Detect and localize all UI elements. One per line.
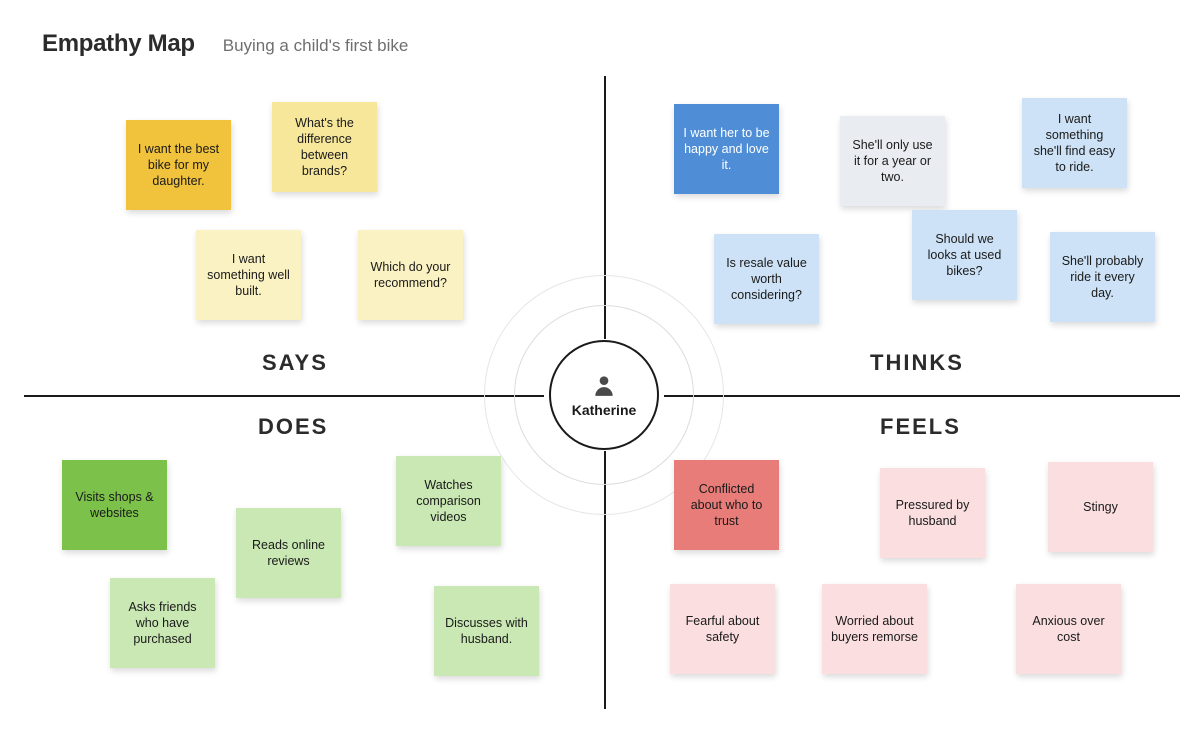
note-says-0: I want the best bike for my daughter.: [126, 120, 231, 210]
note-says-1: What's the difference between brands?: [272, 102, 377, 192]
persona-center: Katherine: [549, 340, 659, 450]
axis-vertical-bottom: [604, 451, 606, 709]
note-feels-1: Pressured by husband: [880, 468, 985, 558]
note-thinks-0: I want her to be happy and love it.: [674, 104, 779, 194]
persona-name: Katherine: [572, 402, 637, 418]
note-feels-2: Stingy: [1048, 462, 1153, 552]
note-does-2: Watches comparison videos: [396, 456, 501, 546]
quadrant-label-feels: FEELS: [880, 414, 961, 440]
note-thinks-5: She'll probably ride it every day.: [1050, 232, 1155, 322]
note-thinks-4: Should we looks at used bikes?: [912, 210, 1017, 300]
quadrant-label-does: DOES: [258, 414, 328, 440]
empathy-map-canvas: SAYS THINKS DOES FEELS Katherine I want the b…: [0, 0, 1200, 732]
note-thinks-3: Is resale value worth considering?: [714, 234, 819, 324]
note-feels-0: Conflicted about who to trust: [674, 460, 779, 550]
person-icon: [591, 372, 617, 398]
note-says-3: Which do your recommend?: [358, 230, 463, 320]
quadrant-label-says: SAYS: [262, 350, 328, 376]
note-feels-5: Anxious over cost: [1016, 584, 1121, 674]
quadrant-label-thinks: THINKS: [870, 350, 964, 376]
note-says-2: I want something well built.: [196, 230, 301, 320]
note-does-1: Reads online reviews: [236, 508, 341, 598]
note-feels-4: Worried about buyers remorse: [822, 584, 927, 674]
note-thinks-1: She'll only use it for a year or two.: [840, 116, 945, 206]
note-does-3: Asks friends who have purchased: [110, 578, 215, 668]
axis-horizontal-right: [664, 395, 1180, 397]
note-feels-3: Fearful about safety: [670, 584, 775, 674]
note-does-4: Discusses with husband.: [434, 586, 539, 676]
note-thinks-2: I want something she'll find easy to rid…: [1022, 98, 1127, 188]
axis-horizontal-left: [24, 395, 544, 397]
axis-vertical-top: [604, 76, 606, 339]
note-does-0: Visits shops & websites: [62, 460, 167, 550]
